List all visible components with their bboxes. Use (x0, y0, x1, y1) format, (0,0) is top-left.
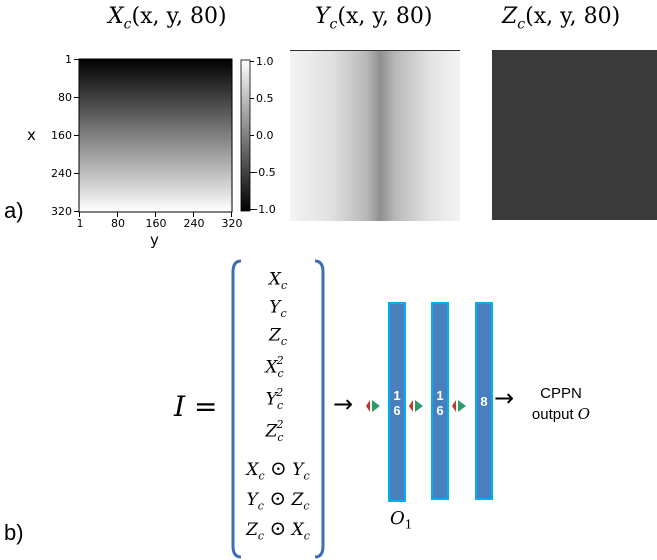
connector-2 (409, 400, 423, 412)
input-arrow: → (333, 390, 354, 418)
title-args: (x, y, 80) (131, 4, 227, 29)
vector-item: Xc (268, 269, 288, 293)
output-layer (475, 302, 493, 500)
output-arrow: → (494, 384, 515, 412)
panel-a-label: a) (4, 198, 24, 223)
panel-b-label: b) (4, 520, 24, 545)
colorbar-tick-label: −0.5 (249, 166, 276, 179)
y-axis-label: y (150, 231, 159, 249)
x-tick-label: 160 (51, 129, 72, 142)
hidden-layer-1 (388, 302, 406, 502)
title-args: (x, y, 80) (337, 4, 433, 29)
connector-3 (452, 400, 466, 412)
zc-heatmap (492, 50, 657, 220)
title-sub: c (329, 16, 338, 33)
xc-image (78, 58, 233, 213)
y-tick-label: 160 (145, 217, 167, 230)
layer-3-size: 8 (480, 394, 488, 409)
yc-plot-title: Yc(x, y, 80) (315, 4, 432, 32)
input-equation-lhs: I = (174, 390, 218, 423)
cppn-output-label: CPPN output O (531, 385, 591, 423)
title-sub: c (123, 16, 132, 33)
hidden-layer-2 (431, 302, 449, 500)
colorbar-ticks (250, 61, 254, 210)
title-sub: c (517, 16, 526, 33)
title-var: X (108, 4, 124, 29)
x-tick-label: 1 (65, 53, 72, 66)
x-axis-ticks (74, 59, 79, 212)
x-tick-label: 240 (51, 167, 72, 180)
yc-heatmap (290, 50, 460, 221)
vector-item: Xc ⊙ Yc (246, 456, 310, 483)
x-tick-label: 320 (51, 205, 72, 218)
layer-connectors (366, 400, 466, 412)
vector-item: Zc (269, 325, 287, 349)
y-tick-label: 240 (183, 217, 205, 230)
vector-item: Yc2 (265, 386, 284, 413)
vector-item: Zc ⊙ Xc (246, 516, 310, 543)
x-axis-label: x (27, 126, 36, 144)
y-axis-ticks (79, 212, 232, 217)
connector-1 (366, 400, 380, 412)
title-var: Y (315, 4, 330, 29)
colorbar (240, 59, 251, 212)
colorbar-tick-label: −1.0 (249, 203, 276, 216)
title-args: (x, y, 80) (525, 4, 621, 29)
colorbar-tick-label: 1.0 (256, 55, 274, 68)
vector-item: Zc2 (265, 418, 284, 445)
vector-item: Yc (269, 297, 287, 321)
vector-item: Yc ⊙ Zc (246, 486, 310, 513)
colorbar-tick-label: 0.5 (256, 92, 274, 105)
colorbar-tick-label: 0.0 (256, 129, 274, 142)
zc-plot-title: Zc(x, y, 80) (502, 4, 620, 32)
y-tick-label: 320 (221, 217, 243, 230)
xc-heatmap (74, 58, 254, 217)
y-tick-label: 80 (111, 217, 125, 230)
vector-brackets (231, 259, 325, 559)
x-tick-label: 80 (58, 91, 72, 104)
title-var: Z (502, 4, 518, 29)
xc-plot-title: Xc(x, y, 80) (108, 4, 227, 32)
y-tick-label: 1 (76, 217, 84, 230)
vector-item: Xc2 (265, 354, 284, 381)
layer-caption: O1 (390, 508, 413, 532)
